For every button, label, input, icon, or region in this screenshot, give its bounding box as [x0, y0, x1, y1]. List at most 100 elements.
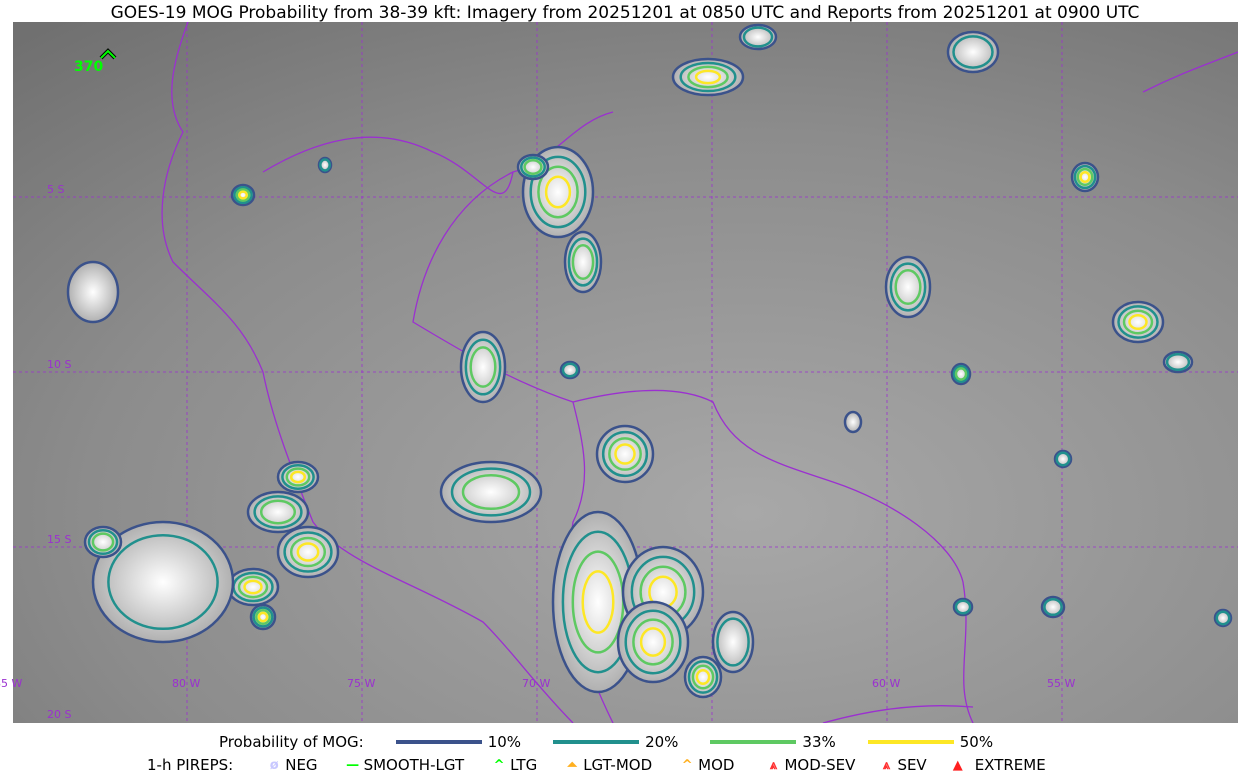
mog-contour-33% — [289, 536, 327, 568]
mog-contour-10% — [563, 230, 603, 294]
country-borders — [161, 22, 1238, 723]
lgt-mod-icon: ⏶ — [566, 757, 578, 773]
cloud-top — [685, 657, 721, 697]
cloud-top — [948, 32, 998, 72]
mog-contour-10% — [66, 260, 120, 324]
mog-contour-10% — [516, 153, 550, 181]
mog-contour-10% — [249, 603, 277, 631]
mog-contour-20% — [252, 606, 274, 628]
mog-contour-33% — [691, 664, 715, 690]
mog-contour-20% — [233, 185, 253, 205]
mog-contour-10% — [276, 525, 340, 579]
mog-contour-20% — [954, 599, 972, 615]
pireps-legend-title: 1-h PIREPS: — [147, 756, 234, 774]
satellite-map: 370 — [13, 22, 1238, 723]
cloud-top — [461, 332, 505, 402]
mog-contour-33% — [571, 243, 595, 281]
mog-contour-10% — [1053, 449, 1073, 469]
mog-contour-33% — [523, 159, 543, 175]
mog-contour-20% — [952, 364, 970, 384]
mog-contour-20% — [601, 430, 649, 478]
neg-icon: ø — [269, 757, 279, 773]
mog-contour-33% — [537, 165, 579, 219]
lon-label-75w: 75 W — [347, 677, 376, 690]
mog-contour-20% — [624, 609, 682, 675]
mog-contour-33% — [632, 618, 674, 666]
pirep-ltg-marker: 370 — [74, 48, 117, 75]
mog-contour-20% — [567, 237, 599, 287]
mog-contour-20% — [450, 467, 532, 517]
mog-contour-50% — [694, 69, 722, 85]
lon-label-85w: 85 W — [0, 677, 23, 690]
mog-contour-50% — [614, 443, 636, 465]
mog-contour-10% — [738, 23, 778, 51]
mog-contour-10% — [1162, 350, 1194, 374]
mog-contour-33% — [91, 532, 115, 552]
mog-contour-20% — [464, 338, 502, 396]
mog-contour-20% — [529, 155, 587, 229]
mog-contour-50% — [296, 542, 320, 562]
pirep-altitude: 370 — [74, 59, 103, 75]
mog-contour-20% — [283, 531, 333, 573]
mog-contour-20% — [561, 362, 579, 378]
mog-contour-20% — [1073, 164, 1097, 190]
swatch-10 — [395, 740, 482, 744]
mog-contour-10% — [1111, 300, 1165, 344]
cloud-top — [68, 262, 118, 322]
mog-contour-10% — [521, 145, 595, 239]
mog-contour-20% — [679, 61, 737, 93]
mog-contour-20% — [687, 660, 719, 694]
mog-contour-50% — [289, 470, 307, 484]
swatch-20 — [553, 740, 640, 744]
mod-icon: ^ — [681, 757, 693, 773]
cloud-top — [441, 462, 541, 522]
mog-contour-33% — [608, 437, 642, 471]
mog-contour-33% — [461, 473, 521, 511]
cloud-top — [713, 612, 753, 672]
mog-contour-10% — [711, 610, 755, 674]
mog-contour-20% — [742, 26, 774, 48]
mog-contour-10% — [459, 330, 507, 404]
mog-contour-50% — [243, 579, 263, 595]
mog-contour-33% — [687, 65, 729, 89]
mog-contour-20% — [319, 158, 331, 172]
mog-contour-10% — [683, 655, 723, 699]
mog-contour-50% — [639, 627, 667, 657]
lon-label-70w: 70 W — [522, 677, 551, 690]
sev-icon: ⩓ — [882, 757, 891, 773]
mog-contour-20% — [716, 617, 750, 667]
lat-label-20s: 20 S — [47, 708, 72, 721]
extreme-icon: ▲ — [952, 757, 963, 773]
mog-contour-20% — [952, 35, 994, 69]
mog-contour-20% — [281, 464, 315, 490]
mog-contour-10% — [439, 460, 543, 524]
mog-contour-20% — [1043, 597, 1063, 617]
legend-10: 10% — [395, 733, 553, 751]
chart-title: GOES-19 MOG Probability from 38-39 kft: … — [110, 3, 1140, 23]
cloud-top — [93, 522, 233, 642]
mog-contour-50% — [257, 611, 269, 623]
mog-contour-10% — [952, 597, 974, 617]
mog-contour-20% — [889, 262, 927, 312]
swatch-33 — [710, 740, 797, 744]
cloud-top — [1113, 302, 1163, 342]
mog-contour-20% — [1055, 451, 1071, 467]
mog-contour-10% — [276, 460, 320, 494]
lat-label-10s: 10 S — [47, 358, 72, 371]
probability-legend-title: Probability of MOG: — [219, 733, 364, 751]
mog-contour-10% — [884, 255, 932, 319]
mog-contour-50% — [1128, 313, 1148, 331]
mog-contour-33% — [259, 499, 297, 525]
cloud-top — [886, 257, 930, 317]
mog-contour-20% — [87, 529, 119, 555]
mog-contour-10% — [950, 362, 972, 386]
mog-contour-10% — [1070, 161, 1100, 193]
mog-contour-33% — [954, 367, 968, 381]
mog-contour-10% — [595, 424, 655, 484]
mog-contour-20% — [1215, 610, 1231, 626]
mog-contour-33% — [469, 346, 497, 388]
cloud-top — [565, 232, 601, 292]
legend-33: 33% — [710, 733, 867, 751]
mog-contour-10% — [1213, 608, 1233, 628]
mog-contour-10% — [946, 30, 1000, 74]
